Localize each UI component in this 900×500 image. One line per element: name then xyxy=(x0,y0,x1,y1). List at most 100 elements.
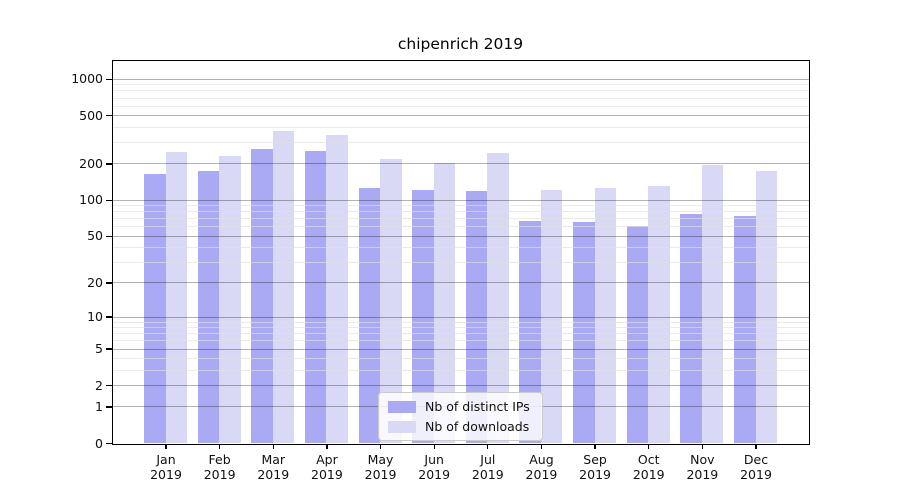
x-tick-month: Mar xyxy=(261,452,286,467)
x-tick-label-oct: Oct 2019 xyxy=(619,452,679,482)
minor-gridline xyxy=(113,333,809,335)
x-tick-label-may: May 2019 xyxy=(351,452,411,482)
x-tick-year: 2019 xyxy=(203,467,236,482)
bar-jan-ips xyxy=(144,174,166,443)
legend-label-distinct-ips: Nb of distinct IPs xyxy=(425,399,530,414)
chart-title: chipenrich 2019 xyxy=(397,35,524,53)
major-gridline xyxy=(113,282,809,284)
legend-item-downloads: Nb of downloads xyxy=(388,419,530,434)
plot-area xyxy=(112,60,810,445)
x-tick-mark xyxy=(379,445,382,449)
bar-apr-ips xyxy=(304,150,327,443)
y-tick-label: 1 xyxy=(95,398,103,414)
major-gridline xyxy=(113,235,809,237)
x-tick-label-dec: Dec 2019 xyxy=(726,452,786,482)
legend-label-downloads: Nb of downloads xyxy=(425,419,530,434)
x-tick-month: Jan xyxy=(156,452,176,467)
bar-jul-ips xyxy=(465,191,488,443)
major-gridline xyxy=(113,199,809,201)
minor-gridline xyxy=(113,84,809,86)
x-tick-month: May xyxy=(367,452,394,467)
x-tick-mark xyxy=(433,445,435,449)
bar-jan-downloads xyxy=(165,151,187,443)
x-tick-mark xyxy=(165,445,167,449)
y-tick-mark xyxy=(105,199,113,201)
x-tick-label-jun: Jun 2019 xyxy=(404,452,464,482)
x-tick-label-mar: Mar 2019 xyxy=(243,452,303,482)
bar-nov-downloads xyxy=(701,165,724,443)
x-tick-month: Jul xyxy=(480,452,496,467)
x-tick-mark xyxy=(272,445,274,449)
x-tick-year: 2019 xyxy=(418,467,451,482)
x-tick-year: 2019 xyxy=(471,467,504,482)
bar-may-ips xyxy=(358,187,381,443)
y-tick-label: 100 xyxy=(79,192,103,208)
x-tick-year: 2019 xyxy=(686,467,719,482)
x-tick-year: 2019 xyxy=(579,467,611,482)
x-tick-month: Feb xyxy=(208,452,231,467)
major-gridline xyxy=(113,163,809,165)
minor-gridline xyxy=(113,211,809,213)
x-tick-month: Apr xyxy=(316,452,338,467)
x-tick-month: Dec xyxy=(743,452,769,467)
bar-oct-downloads xyxy=(648,185,670,443)
x-tick-year: 2019 xyxy=(257,467,290,482)
x-tick-label-nov: Nov 2019 xyxy=(672,452,732,482)
minor-gridline xyxy=(113,321,809,323)
x-tick-year: 2019 xyxy=(311,467,343,482)
bar-mar-downloads xyxy=(272,130,295,443)
legend: Nb of distinct IPs Nb of downloads xyxy=(378,392,543,441)
bar-sep-ips xyxy=(573,222,595,443)
y-tick-mark xyxy=(105,384,113,387)
x-tick-label-apr: Apr 2019 xyxy=(297,452,357,482)
y-tick-mark xyxy=(105,115,113,117)
x-tick-month: Jun xyxy=(424,452,444,467)
x-tick-month: Oct xyxy=(637,452,660,467)
major-gridline xyxy=(113,385,809,387)
x-tick-month: Nov xyxy=(690,452,715,467)
y-tick-label: 500 xyxy=(79,107,103,123)
x-tick-mark xyxy=(218,445,221,449)
y-tick-mark xyxy=(105,235,113,237)
x-tick-label-sep: Sep 2019 xyxy=(565,452,625,482)
bar-aug-downloads xyxy=(540,190,563,443)
x-tick-month: Aug xyxy=(529,452,554,467)
y-tick-label: 1000 xyxy=(71,71,103,87)
legend-swatch-downloads xyxy=(388,420,416,433)
y-tick-mark xyxy=(105,406,113,408)
y-tick-label: 10 xyxy=(87,309,103,325)
minor-gridline xyxy=(113,205,809,207)
x-tick-mark xyxy=(326,445,328,449)
minor-gridline xyxy=(113,327,809,329)
minor-gridline xyxy=(113,142,809,144)
x-tick-year: 2019 xyxy=(525,467,558,482)
minor-gridline xyxy=(113,261,809,263)
y-tick-label: 0 xyxy=(95,435,103,451)
major-gridline xyxy=(113,348,809,350)
minor-gridline xyxy=(113,218,809,220)
y-tick-mark xyxy=(105,348,113,350)
x-tick-mark xyxy=(540,445,543,449)
y-tick-mark xyxy=(105,316,113,318)
y-tick-mark xyxy=(105,163,113,165)
bar-sep-downloads xyxy=(594,187,617,443)
x-tick-mark xyxy=(755,445,757,449)
minor-gridline xyxy=(113,340,809,342)
bar-dec-downloads xyxy=(755,171,777,443)
y-tick-label: 200 xyxy=(79,155,103,171)
legend-item-distinct-ips: Nb of distinct IPs xyxy=(388,399,530,414)
minor-gridline xyxy=(113,126,809,128)
x-tick-year: 2019 xyxy=(150,467,182,482)
y-tick-mark xyxy=(105,442,113,445)
x-tick-mark xyxy=(487,445,489,449)
bar-aug-ips xyxy=(519,220,541,443)
major-gridline xyxy=(113,78,809,80)
x-tick-label-jul: Jul 2019 xyxy=(458,452,518,482)
major-gridline xyxy=(113,316,809,318)
bar-mar-ips xyxy=(251,149,273,443)
minor-gridline xyxy=(113,369,809,371)
y-tick-label: 5 xyxy=(95,341,103,357)
minor-gridline xyxy=(113,97,809,99)
x-tick-mark xyxy=(701,445,703,449)
